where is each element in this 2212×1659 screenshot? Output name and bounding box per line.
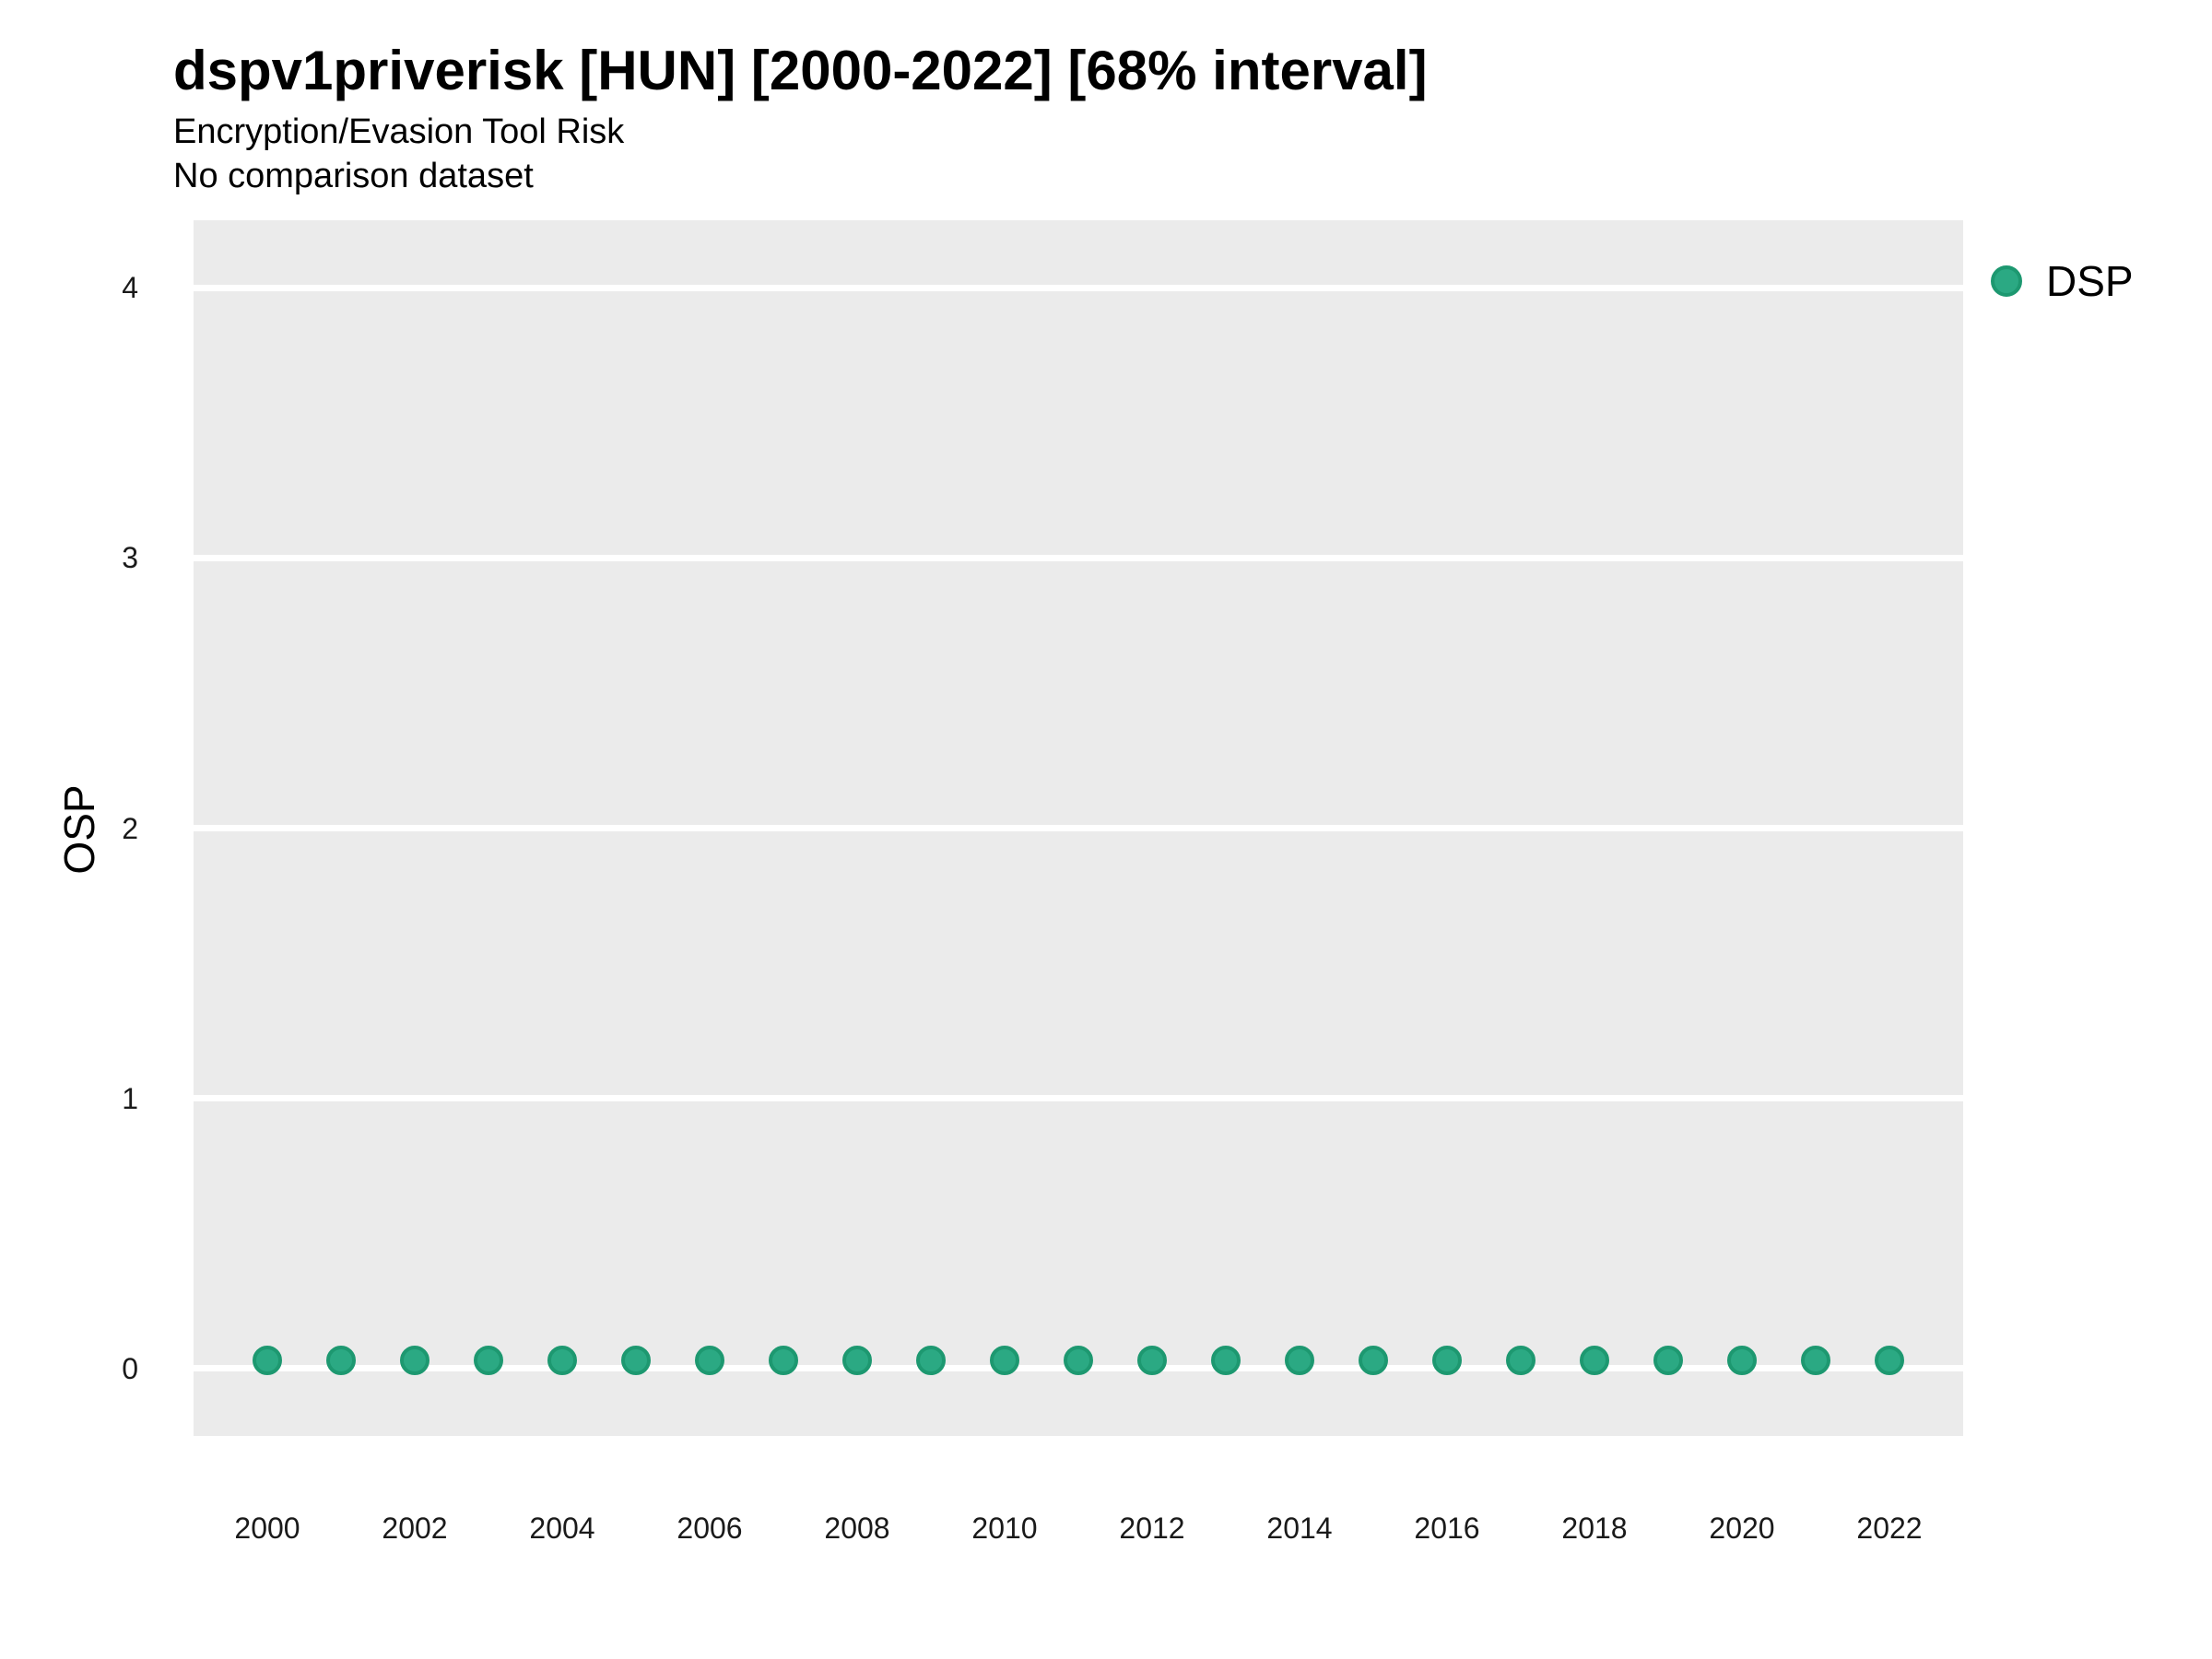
x-tick-label: 2008	[824, 1512, 890, 1545]
x-tick-label: 2016	[1414, 1512, 1480, 1545]
data-point	[474, 1345, 503, 1375]
data-point	[326, 1345, 356, 1375]
x-tick-label: 2010	[971, 1512, 1038, 1545]
data-point	[842, 1345, 872, 1375]
data-point	[1506, 1345, 1535, 1375]
data-point	[1137, 1345, 1167, 1375]
data-point	[621, 1345, 651, 1375]
data-point	[1359, 1345, 1388, 1375]
x-tick-label: 2022	[1856, 1512, 1923, 1545]
plot-panel	[194, 220, 1963, 1436]
x-tick-label: 2004	[529, 1512, 595, 1545]
data-point	[916, 1345, 946, 1375]
data-point	[1727, 1345, 1757, 1375]
chart-title: dspv1priverisk [HUN] [2000-2022] [68% in…	[173, 40, 1428, 101]
gridline-y-1	[194, 1095, 1963, 1102]
data-point	[253, 1345, 282, 1375]
data-point	[1064, 1345, 1093, 1375]
y-tick-label: 3	[122, 541, 138, 575]
gridline-y-3	[194, 554, 1963, 561]
gridline-y-2	[194, 825, 1963, 831]
legend: DSP	[1991, 256, 2134, 306]
data-point	[1653, 1345, 1683, 1375]
x-tick-label: 2012	[1119, 1512, 1185, 1545]
y-tick-label: 0	[122, 1351, 138, 1385]
y-tick-label: 4	[122, 271, 138, 305]
data-point	[400, 1345, 429, 1375]
legend-point-marker-icon	[1991, 265, 2022, 297]
y-tick-label: 2	[122, 811, 138, 845]
chart-subtitle-note: No comparison dataset	[173, 157, 534, 195]
x-tick-label: 2014	[1266, 1512, 1333, 1545]
data-point	[547, 1345, 577, 1375]
data-point	[1580, 1345, 1609, 1375]
data-point	[1211, 1345, 1241, 1375]
x-tick-label: 2006	[677, 1512, 743, 1545]
data-point	[695, 1345, 724, 1375]
data-point	[1285, 1345, 1314, 1375]
chart-subtitle: Encryption/Evasion Tool Risk	[173, 112, 625, 151]
data-point	[1875, 1345, 1904, 1375]
x-tick-label: 2020	[1709, 1512, 1775, 1545]
x-tick-label: 2000	[234, 1512, 300, 1545]
gridline-y-4	[194, 284, 1963, 291]
data-point	[1432, 1345, 1462, 1375]
data-point	[990, 1345, 1019, 1375]
data-point	[1801, 1345, 1830, 1375]
x-tick-label: 2018	[1561, 1512, 1628, 1545]
x-tick-label: 2002	[382, 1512, 448, 1545]
legend-label-dsp: DSP	[2046, 257, 2134, 305]
y-tick-label: 1	[122, 1081, 138, 1115]
data-point	[769, 1345, 798, 1375]
